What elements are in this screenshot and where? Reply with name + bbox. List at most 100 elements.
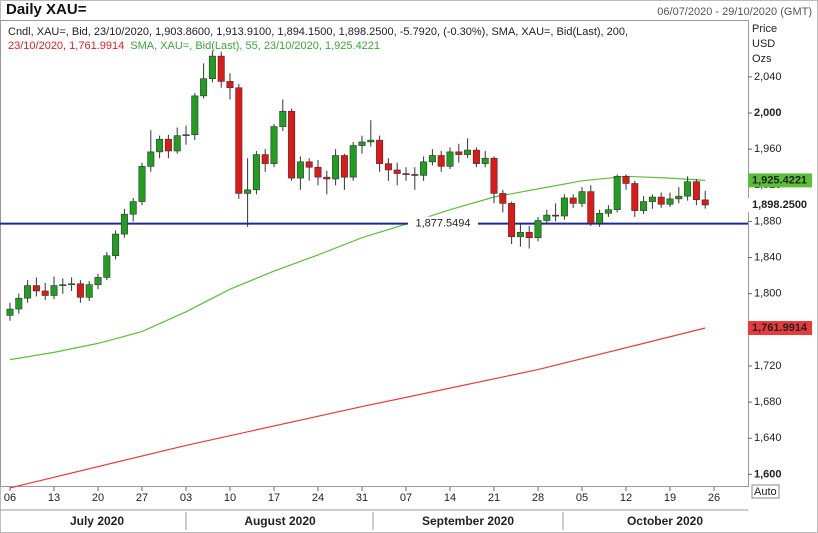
candle-body bbox=[138, 166, 146, 202]
candle-body bbox=[120, 213, 128, 235]
x-tick-label: 06 bbox=[4, 492, 16, 504]
x-tick-label: 13 bbox=[48, 492, 60, 504]
candle-body bbox=[490, 157, 498, 194]
candle-body bbox=[578, 191, 586, 204]
candle-body bbox=[147, 151, 155, 167]
last-price-tag: 1,898.2500 bbox=[752, 199, 807, 211]
legend-entry: Cndl, XAU=, Bid, 23/10/2020, 1,903.8600,… bbox=[8, 26, 628, 38]
candle-body bbox=[340, 155, 348, 178]
candle-body bbox=[631, 183, 639, 211]
last-price-tag-bg bbox=[748, 197, 812, 212]
y-tick-label: 1,960 bbox=[754, 143, 782, 155]
candle-body bbox=[648, 196, 656, 202]
candle-body bbox=[640, 201, 648, 211]
candle-body bbox=[332, 155, 340, 180]
candle-body bbox=[235, 87, 243, 194]
candle-body bbox=[200, 78, 208, 97]
candle-body bbox=[455, 151, 463, 155]
candle-body bbox=[516, 231, 524, 238]
y-tick-label: 1,680 bbox=[754, 396, 782, 408]
scale-button-label[interactable]: Auto bbox=[754, 486, 777, 498]
candle-body bbox=[6, 308, 14, 316]
candle-body bbox=[305, 161, 313, 168]
price-tag: 1,925.4221 bbox=[752, 174, 807, 186]
candle-body bbox=[525, 231, 533, 238]
candle-body bbox=[472, 149, 480, 164]
candle-body bbox=[657, 196, 665, 205]
y-tick-label: 1,880 bbox=[754, 215, 782, 227]
candle-body bbox=[560, 197, 568, 217]
candle-body bbox=[613, 175, 621, 210]
chart-title: Daily XAU= bbox=[6, 1, 87, 18]
month-label: October 2020 bbox=[627, 514, 703, 528]
candle-body bbox=[384, 163, 392, 171]
candle-body bbox=[41, 290, 49, 296]
candle-body bbox=[587, 191, 595, 224]
legend-entry: 23/10/2020, 1,761.9914 SMA, XAU=, Bid(Las… bbox=[8, 40, 380, 52]
y-tick-label: 1,720 bbox=[754, 360, 782, 372]
candle-body bbox=[692, 181, 700, 201]
y-tick-label: 2,000 bbox=[754, 107, 782, 119]
candle-body bbox=[552, 214, 560, 217]
x-tick-label: 20 bbox=[92, 492, 104, 504]
y-tick-label: 1,600 bbox=[754, 468, 782, 480]
month-label: July 2020 bbox=[70, 514, 124, 528]
chart-subtitle: 06/07/2020 - 29/10/2020 (GMT) bbox=[657, 6, 812, 18]
candle-body bbox=[24, 285, 32, 299]
candle-body bbox=[569, 197, 577, 204]
scale-button[interactable] bbox=[751, 484, 780, 499]
candle-body bbox=[279, 110, 287, 127]
candle-body bbox=[261, 154, 269, 164]
candle-body bbox=[675, 195, 683, 200]
candle-body bbox=[85, 284, 93, 298]
legend-entry: 23/10/2020, 1,761.9914 bbox=[8, 40, 124, 52]
x-tick-label: 26 bbox=[708, 492, 720, 504]
x-tick-label: 14 bbox=[444, 492, 456, 504]
price-tag: 1,761.9914 bbox=[752, 322, 808, 334]
candle-body bbox=[428, 155, 436, 163]
y-tick-label: 1,800 bbox=[754, 288, 782, 300]
candle-body bbox=[622, 175, 630, 184]
candle-body bbox=[446, 151, 454, 167]
candle-body bbox=[208, 55, 216, 80]
x-tick-label: 05 bbox=[576, 492, 588, 504]
candle-body bbox=[156, 138, 164, 153]
candle-body bbox=[164, 138, 172, 152]
candle-body bbox=[32, 285, 40, 292]
candle-body bbox=[76, 283, 84, 298]
candle-body bbox=[296, 161, 304, 179]
candle-body bbox=[103, 255, 111, 278]
price-tag-bg bbox=[748, 321, 812, 336]
candle-body bbox=[68, 283, 76, 286]
candle-body bbox=[411, 174, 419, 176]
candle-body bbox=[402, 173, 410, 175]
month-label: August 2020 bbox=[244, 514, 316, 528]
month-label: September 2020 bbox=[422, 514, 514, 528]
axis-label: Price bbox=[752, 23, 777, 35]
candle-body bbox=[50, 285, 58, 296]
candle-body bbox=[191, 95, 199, 136]
candle-body bbox=[182, 134, 190, 137]
price-tag-bg bbox=[748, 173, 812, 188]
x-tick-label: 12 bbox=[620, 492, 632, 504]
candle-body bbox=[173, 135, 181, 152]
hline-label-bg bbox=[408, 216, 478, 231]
candle-body bbox=[252, 154, 260, 191]
candle-body bbox=[217, 55, 225, 82]
candle-body bbox=[596, 213, 604, 224]
x-tick-label: 10 bbox=[224, 492, 236, 504]
candle-body bbox=[59, 284, 67, 286]
candle-body bbox=[666, 198, 674, 205]
candle-body bbox=[367, 139, 375, 143]
x-tick-label: 03 bbox=[180, 492, 192, 504]
x-tick-label: 19 bbox=[664, 492, 676, 504]
y-tick-label: 1,640 bbox=[754, 432, 782, 444]
candle-body bbox=[314, 166, 322, 178]
candle-body bbox=[534, 220, 542, 238]
x-tick-label: 27 bbox=[136, 492, 148, 504]
candle-body bbox=[349, 145, 357, 178]
sma-line bbox=[9, 327, 706, 489]
candle-body bbox=[543, 214, 551, 221]
